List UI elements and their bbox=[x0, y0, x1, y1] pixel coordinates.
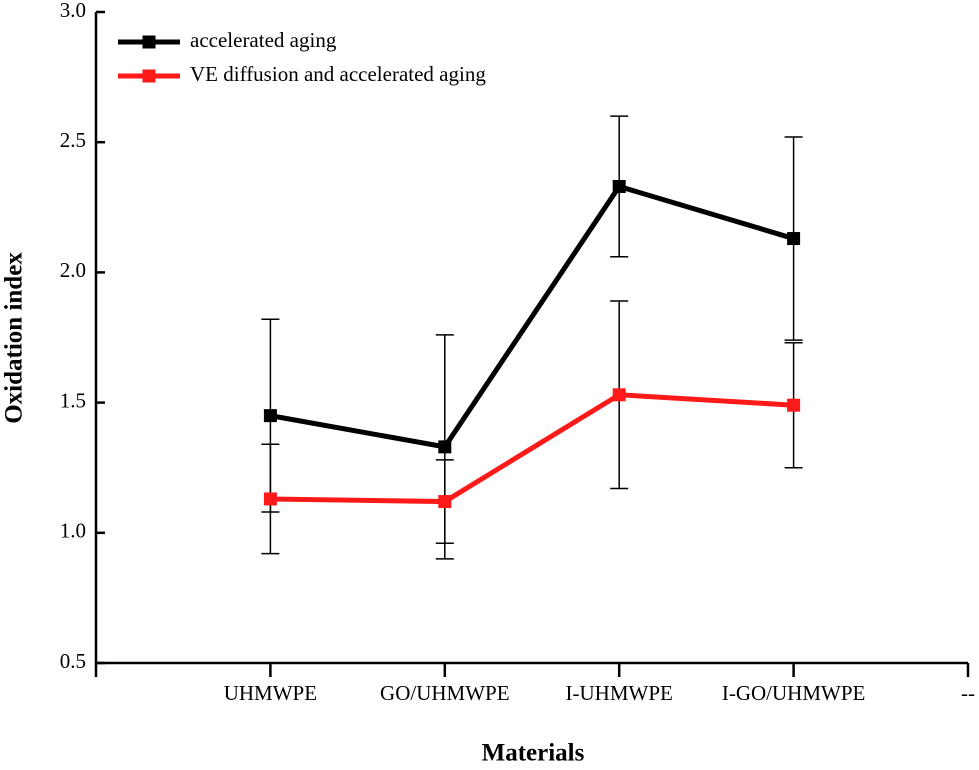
y-tick-label: 1.0 bbox=[60, 519, 86, 543]
x-tick-label: I-GO/UHMWPE bbox=[722, 681, 865, 705]
marker bbox=[438, 495, 452, 509]
y-tick-label: 2.5 bbox=[60, 128, 86, 152]
marker bbox=[787, 398, 801, 412]
marker bbox=[787, 232, 801, 246]
y-tick-label: 1.5 bbox=[60, 388, 86, 412]
marker bbox=[263, 492, 277, 506]
y-tick-label: 2.0 bbox=[60, 258, 86, 282]
legend-marker bbox=[142, 35, 156, 49]
legend-label: VE diffusion and accelerated aging bbox=[190, 62, 486, 86]
x-axis-label: Materials bbox=[482, 740, 585, 767]
x-tick-label: UHMWPE bbox=[224, 681, 317, 705]
y-tick-label: 0.5 bbox=[60, 649, 86, 673]
x-tick-label: -- bbox=[961, 681, 975, 705]
legend-marker bbox=[142, 69, 156, 83]
series-line bbox=[270, 392, 794, 505]
y-axis-label: Oxidation index bbox=[1, 252, 28, 424]
x-tick-label: I-UHMWPE bbox=[566, 681, 673, 705]
legend-label: accelerated aging bbox=[190, 28, 337, 52]
x-tick-label: GO/UHMWPE bbox=[380, 681, 510, 705]
marker bbox=[612, 388, 626, 402]
y-tick-label: 3.0 bbox=[60, 0, 86, 22]
series-line bbox=[269, 183, 795, 450]
marker bbox=[263, 409, 277, 423]
marker bbox=[438, 440, 452, 454]
marker bbox=[612, 179, 626, 193]
